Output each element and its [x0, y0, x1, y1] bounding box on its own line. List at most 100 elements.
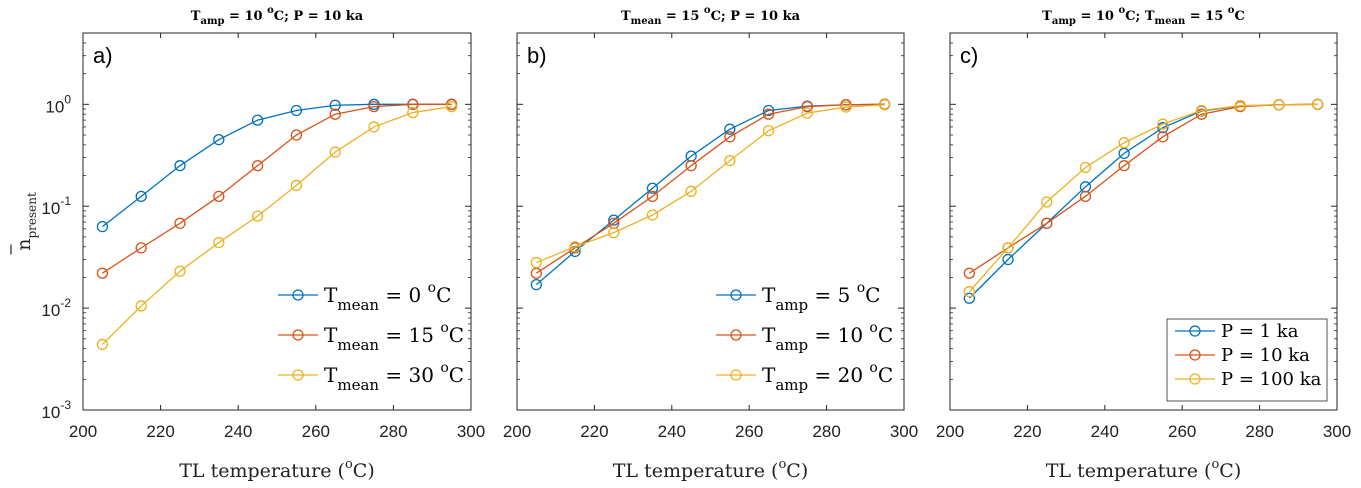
legend-marker [292, 289, 304, 301]
series-1 [530, 98, 891, 291]
panel-label: a) [93, 43, 113, 68]
series-line [101, 103, 452, 228]
data-point [530, 267, 542, 279]
legend-marker [292, 329, 304, 341]
data-point [724, 155, 736, 167]
data-point [530, 256, 542, 269]
data-point [1195, 108, 1208, 120]
chart-panel-2: 200 220 240 260 280 300 Tmean = 15 oC; P = 10 … [503, 5, 918, 482]
series-1 [96, 98, 458, 233]
data-point [251, 160, 264, 172]
x-tick-label: 260 [1168, 422, 1196, 441]
y-tick-label: 10-1 [41, 194, 71, 218]
data-point [329, 108, 341, 120]
legend: P = 1 ka P = 10 ka P = 100 ka [1166, 318, 1328, 402]
data-point [801, 100, 813, 113]
data-point [135, 300, 147, 312]
data-point [329, 146, 341, 158]
data-point [1118, 147, 1130, 160]
series-2 [96, 98, 458, 279]
data-point [174, 217, 186, 229]
data-point [290, 179, 303, 192]
x-tick-label: 280 [812, 422, 840, 441]
series-2 [530, 98, 891, 279]
series-line [968, 103, 1318, 274]
x-tick-label: 300 [1323, 422, 1351, 441]
data-point [1195, 104, 1208, 117]
data-point [251, 114, 264, 126]
panel-title: Tamp = 10 oC; Tmean = 15 oC [1042, 5, 1245, 27]
x-axis-label: TL temperature (oC) [179, 457, 374, 482]
x-tick-label: 280 [1245, 422, 1273, 441]
legend-label: Tamp = 10 oC [762, 320, 893, 354]
x-tick-label: 280 [379, 422, 407, 441]
legend-label: Tmean = 0 oC [324, 280, 451, 314]
data-point [646, 190, 659, 202]
legend-label: P = 10 ka [1221, 345, 1310, 366]
data-point [1079, 190, 1092, 202]
x-axis-label: TL temperature (oC) [1046, 457, 1241, 482]
legend-marker [1189, 373, 1201, 385]
data-point [213, 134, 225, 146]
panel-title: Tmean = 15 oC; P = 10 ka [621, 5, 801, 27]
x-tick-label: 200 [936, 422, 964, 441]
series-3 [96, 100, 458, 351]
legend-marker [730, 369, 742, 381]
x-tick-label: 240 [224, 422, 252, 441]
chart-panel-3: 200 220 240 260 280 300 Tamp = 10 oC; Tmean = … [936, 5, 1351, 482]
axes-box [949, 32, 1338, 411]
data-point [724, 123, 736, 135]
data-point [1157, 118, 1169, 130]
x-tick-label: 200 [69, 422, 97, 441]
legend: Tamp = 5 oC Tamp = 10 oC Tamp = 20 oC [716, 280, 893, 394]
series-3 [530, 99, 891, 269]
data-point [368, 100, 380, 113]
data-point [1041, 196, 1053, 208]
data-point [213, 236, 225, 249]
panel-label: c) [960, 43, 978, 68]
data-point [1312, 98, 1324, 110]
data-point [1002, 242, 1014, 254]
data-point [96, 221, 109, 233]
chart-panel-1: 200 220 240 260 280 300 10-3 10-2 10-1 100 Tamp = … [10, 5, 485, 482]
data-point [646, 209, 659, 221]
data-point [290, 129, 303, 141]
data-point [963, 292, 975, 304]
data-point [445, 100, 458, 113]
axes-box [516, 32, 905, 411]
data-point [879, 99, 891, 111]
data-point [724, 131, 736, 143]
data-point [135, 190, 147, 202]
data-point [329, 99, 341, 111]
y-tick-label: 10-3 [41, 398, 71, 422]
x-tick-label: 220 [580, 422, 608, 441]
data-point [685, 185, 697, 197]
data-point [685, 160, 697, 172]
legend-label: Tamp = 5 oC [762, 280, 880, 314]
legend-label: Tamp = 20 oC [762, 360, 893, 394]
panel-title: Tamp = 10 oC; P = 10 ka [191, 5, 364, 27]
legend-label: P = 100 ka [1221, 369, 1322, 390]
panel-label: b) [527, 43, 547, 68]
x-tick-label: 300 [890, 422, 918, 441]
data-point [963, 286, 975, 298]
x-tick-label: 220 [1013, 422, 1041, 441]
legend-marker [1189, 349, 1201, 361]
series-line [968, 103, 1318, 293]
data-point [135, 242, 147, 254]
data-point [368, 121, 380, 133]
data-point [251, 210, 264, 222]
data-point [762, 108, 775, 120]
data-point [1234, 100, 1246, 112]
x-tick-label: 300 [457, 422, 485, 441]
legend-marker [292, 369, 304, 381]
data-point [762, 125, 775, 137]
y-tick-label: 100 [45, 92, 71, 116]
data-point [290, 104, 303, 117]
series-2 [963, 98, 1324, 279]
x-tick-label: 260 [735, 422, 763, 441]
legend-label: Tmean = 30 oC [324, 360, 464, 394]
series-line [101, 105, 452, 345]
series-1 [963, 98, 1324, 304]
